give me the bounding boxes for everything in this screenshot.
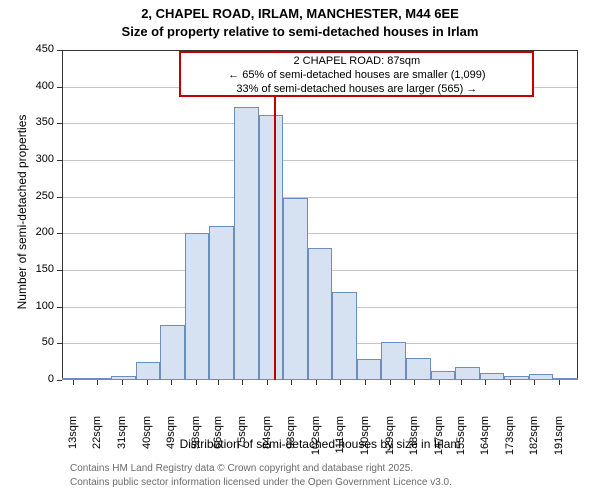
y-tick — [57, 50, 62, 51]
x-tick — [267, 380, 268, 385]
y-tick-label: 300 — [0, 153, 54, 165]
y-gridline — [62, 197, 578, 198]
y-tick-label: 0 — [0, 373, 54, 385]
y-tick-label: 150 — [0, 263, 54, 275]
x-tick-label: 173sqm — [504, 416, 516, 466]
y-tick-label: 50 — [0, 336, 54, 348]
histogram-bar — [62, 378, 87, 380]
histogram-bar — [455, 367, 480, 380]
x-tick-label: 31sqm — [116, 416, 128, 466]
y-tick — [57, 343, 62, 344]
histogram-bar — [209, 226, 234, 380]
footer-line2: Contains public sector information licen… — [70, 477, 452, 488]
x-tick-label: 147sqm — [433, 416, 445, 466]
y-tick-label: 350 — [0, 116, 54, 128]
x-tick — [291, 380, 292, 385]
y-tick — [57, 160, 62, 161]
chart-container: 2, CHAPEL ROAD, IRLAM, MANCHESTER, M44 6… — [0, 0, 600, 500]
y-tick — [57, 270, 62, 271]
histogram-bar — [136, 362, 161, 380]
x-tick — [122, 380, 123, 385]
histogram-bar — [406, 358, 431, 380]
x-tick-label: 40sqm — [141, 416, 153, 466]
histogram-bar — [308, 248, 333, 380]
x-tick-label: 129sqm — [384, 416, 396, 466]
histogram-bar — [111, 376, 136, 380]
x-tick — [485, 380, 486, 385]
x-tick-label: 93sqm — [285, 416, 297, 466]
histogram-bar — [87, 378, 112, 380]
x-tick-label: 191sqm — [553, 416, 565, 466]
x-tick — [218, 380, 219, 385]
histogram-bar — [431, 371, 456, 380]
histogram-bar — [480, 373, 505, 380]
x-tick-label: 155sqm — [455, 416, 467, 466]
x-tick — [147, 380, 148, 385]
x-tick — [316, 380, 317, 385]
x-tick — [510, 380, 511, 385]
y-gridline — [62, 233, 578, 234]
x-tick — [242, 380, 243, 385]
histogram-bar — [283, 198, 308, 380]
histogram-bar — [529, 374, 554, 380]
x-tick-label: 111sqm — [334, 416, 346, 466]
chart-title-line1: 2, CHAPEL ROAD, IRLAM, MANCHESTER, M44 6… — [0, 6, 600, 21]
y-tick-label: 100 — [0, 300, 54, 312]
histogram-bar — [185, 233, 210, 380]
annotation-line2: ← 65% of semi-detached houses are smalle… — [181, 69, 532, 83]
histogram-bar — [259, 115, 284, 380]
x-tick-label: 164sqm — [479, 416, 491, 466]
y-tick — [57, 123, 62, 124]
marker-line — [274, 50, 276, 380]
x-tick — [559, 380, 560, 385]
x-tick — [390, 380, 391, 385]
histogram-bar — [160, 325, 185, 380]
annotation-box: 2 CHAPEL ROAD: 87sqm← 65% of semi-detach… — [179, 51, 534, 97]
y-tick — [57, 307, 62, 308]
x-tick — [414, 380, 415, 385]
y-tick-label: 400 — [0, 80, 54, 92]
histogram-bar — [381, 342, 406, 380]
histogram-bar — [357, 359, 382, 380]
y-gridline — [62, 160, 578, 161]
x-tick — [171, 380, 172, 385]
x-tick-label: 66sqm — [212, 416, 224, 466]
x-tick — [439, 380, 440, 385]
y-tick — [57, 380, 62, 381]
y-tick — [57, 233, 62, 234]
histogram-bar — [504, 376, 529, 380]
x-tick-label: 58sqm — [190, 416, 202, 466]
x-tick — [73, 380, 74, 385]
x-tick-label: 120sqm — [359, 416, 371, 466]
x-tick — [196, 380, 197, 385]
y-tick — [57, 197, 62, 198]
y-tick-label: 250 — [0, 190, 54, 202]
y-tick-label: 200 — [0, 226, 54, 238]
x-tick-label: 84sqm — [261, 416, 273, 466]
x-tick-label: 102sqm — [310, 416, 322, 466]
x-tick-label: 182sqm — [528, 416, 540, 466]
x-tick — [97, 380, 98, 385]
x-tick-label: 138sqm — [408, 416, 420, 466]
y-tick — [57, 87, 62, 88]
histogram-bar — [234, 107, 259, 380]
x-tick — [340, 380, 341, 385]
x-tick — [534, 380, 535, 385]
histogram-bar — [332, 292, 357, 380]
chart-title-line2: Size of property relative to semi-detach… — [0, 24, 600, 39]
x-tick — [365, 380, 366, 385]
x-tick-label: 22sqm — [91, 416, 103, 466]
x-tick-label: 75sqm — [236, 416, 248, 466]
x-tick — [461, 380, 462, 385]
histogram-bar — [553, 378, 578, 380]
y-gridline — [62, 123, 578, 124]
annotation-line3: 33% of semi-detached houses are larger (… — [181, 83, 532, 97]
y-axis-label: Number of semi-detached properties — [15, 62, 29, 362]
x-tick-label: 13sqm — [67, 416, 79, 466]
y-tick-label: 450 — [0, 43, 54, 55]
x-tick-label: 49sqm — [165, 416, 177, 466]
annotation-line1: 2 CHAPEL ROAD: 87sqm — [181, 55, 532, 69]
